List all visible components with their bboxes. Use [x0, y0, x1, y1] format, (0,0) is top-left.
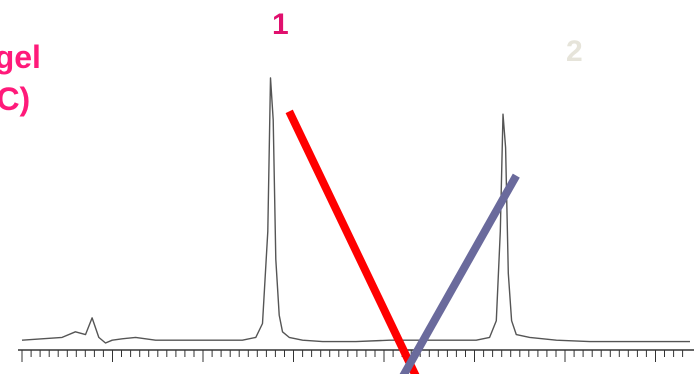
chromatogram-trace-1 [21, 77, 690, 344]
red-line [285, 109, 420, 374]
blue-line [399, 173, 520, 374]
caption-line-2: LIC) [0, 81, 31, 117]
chart-caption: a gel LIC) [0, 36, 150, 120]
caption-line-1: a gel [0, 39, 41, 75]
peak-label-2: 2 [566, 35, 583, 68]
x-axis [18, 349, 694, 362]
trace-group [21, 77, 690, 344]
annotation-group [285, 109, 520, 374]
peak-label-1: 1 [272, 8, 289, 41]
